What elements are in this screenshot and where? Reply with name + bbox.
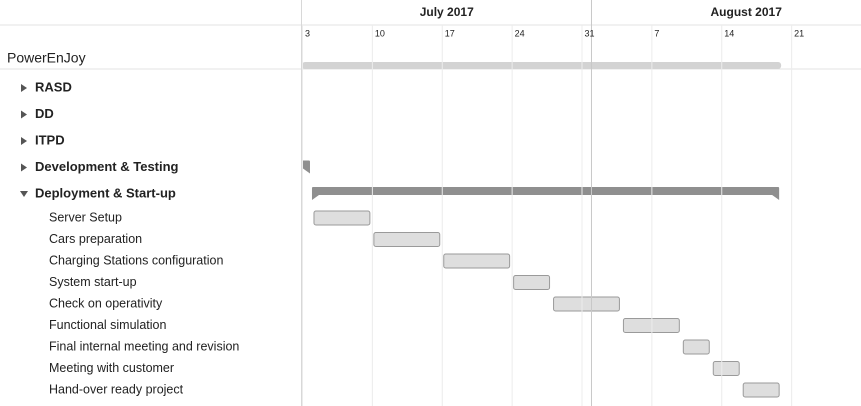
project-name: PowerEnJoy (7, 50, 86, 66)
task-name: System start-up (49, 275, 137, 289)
expand-toggle[interactable] (20, 191, 28, 197)
task-name: Charging Stations configuration (49, 253, 223, 267)
task-name: Final internal meeting and revision (49, 339, 239, 353)
summary-bar (311, 187, 780, 200)
x-tick-label: 17 (445, 28, 455, 38)
task-bar (313, 210, 371, 226)
task-name: Hand-over ready project (49, 382, 184, 396)
task-name: Server Setup (49, 210, 122, 224)
task-name: Cars preparation (49, 232, 142, 246)
project-bar (302, 62, 782, 69)
x-tick-label: 14 (724, 28, 734, 38)
x-tick-label: 31 (585, 28, 595, 38)
task-name: Meeting with customer (49, 361, 174, 375)
summary-bar (302, 160, 310, 174)
task-name: Check on operativity (49, 296, 163, 310)
group-name: ITPD (35, 132, 65, 147)
group-name: Deployment & Start-up (35, 185, 176, 200)
task-name: Functional simulation (49, 318, 166, 332)
expand-toggle[interactable] (21, 110, 27, 119)
expand-toggle[interactable] (21, 163, 27, 172)
task-bar (712, 361, 740, 376)
x-tick-label: 3 (305, 28, 310, 38)
x-tick-label: 21 (794, 28, 804, 38)
x-tick-label: 10 (375, 28, 385, 38)
task-bar (373, 232, 441, 247)
month-label: August 2017 (711, 5, 783, 19)
expand-toggle[interactable] (21, 84, 27, 92)
group-name: DD (35, 106, 54, 121)
task-bar (742, 382, 780, 398)
task-bar (513, 275, 551, 290)
task-bar (553, 296, 620, 312)
group-name: Development & Testing (35, 159, 179, 174)
group-name: RASD (35, 79, 72, 94)
x-tick-label: 24 (515, 28, 525, 38)
expand-toggle[interactable] (21, 137, 27, 145)
month-label: July 2017 (420, 5, 474, 19)
timeline (302, 62, 782, 398)
task-bar (443, 253, 511, 269)
task-bar (682, 339, 710, 355)
x-tick-label: 7 (654, 28, 659, 38)
